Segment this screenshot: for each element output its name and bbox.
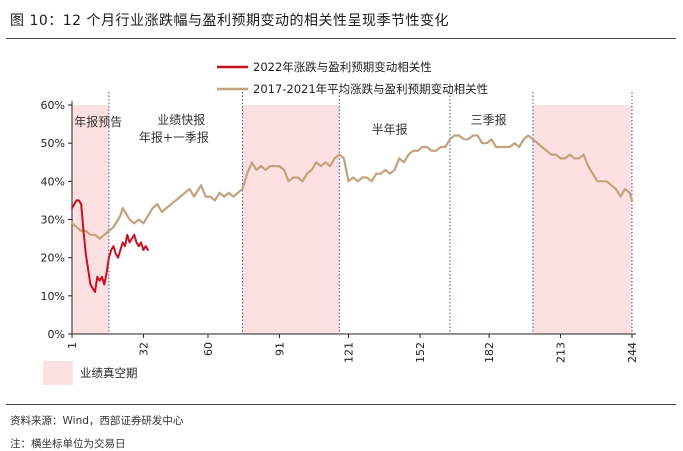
- x-tick-label: 91: [273, 342, 286, 356]
- phase-annotation: 半年报: [372, 122, 408, 137]
- y-tick-label: 40%: [41, 175, 65, 188]
- x-tick-label: 182: [483, 342, 496, 363]
- phase-annotation: 年报+一季报: [139, 129, 209, 144]
- correlation-chart: 0% 10% 20% 30% 40% 50% 60% 1 32 60 91 121 152 182 213 2…: [41, 60, 639, 385]
- title-rule: [6, 38, 676, 39]
- series-line-2017-2021-avg: [70, 134, 634, 240]
- x-tick-label: 60: [202, 342, 215, 356]
- x-tick-label: 152: [414, 342, 427, 363]
- y-tick-label: 20%: [41, 252, 65, 265]
- y-tick-label: 0%: [48, 328, 65, 341]
- legend-swatch-shaded: [43, 361, 73, 385]
- legend-label-shaded: 业绩真空期: [80, 366, 138, 380]
- figure-title: 图 10：12 个月行业涨跌幅与盈利预期变动的相关性呈现季节性变化: [10, 13, 450, 29]
- x-tick-label: 244: [626, 342, 639, 363]
- shaded-region: [72, 105, 109, 334]
- source-note: 资料来源：Wind，西部证券研发中心: [10, 415, 184, 427]
- footer-rule: [6, 404, 676, 405]
- series-layer: [70, 134, 634, 293]
- shaded-region: [242, 105, 340, 334]
- x-tick-label: 32: [137, 342, 150, 356]
- y-tick-label: 50%: [41, 137, 65, 150]
- legend-layer: 2022年涨跌与盈利预期变动相关性 2017-2021年平均涨跌与盈利预期变动相关…: [43, 60, 488, 385]
- legend-label: 2022年涨跌与盈利预期变动相关性: [253, 60, 432, 74]
- shaded-region: [532, 105, 632, 334]
- series-line-2022: [71, 199, 149, 293]
- axis-layer: 0% 10% 20% 30% 40% 50% 60% 1 32 60 91 121 152 182 213 2…: [41, 99, 639, 363]
- y-tick-label: 30%: [41, 214, 65, 227]
- shade-layer: [72, 105, 632, 334]
- x-tick-label: 213: [555, 342, 568, 363]
- legend-label: 2017-2021年平均涨跌与盈利预期变动相关性: [253, 82, 488, 96]
- phase-annotation: 年报预告: [74, 114, 122, 129]
- axis-unit-note: 注：横坐标单位为交易日: [10, 438, 126, 450]
- x-tick-label: 1: [66, 342, 79, 349]
- phase-annotation: 业绩快报: [157, 112, 205, 127]
- y-tick-label: 10%: [41, 290, 65, 303]
- phase-annotation: 三季报: [471, 112, 507, 127]
- x-tick-label: 121: [343, 342, 356, 363]
- y-tick-label: 60%: [41, 99, 65, 112]
